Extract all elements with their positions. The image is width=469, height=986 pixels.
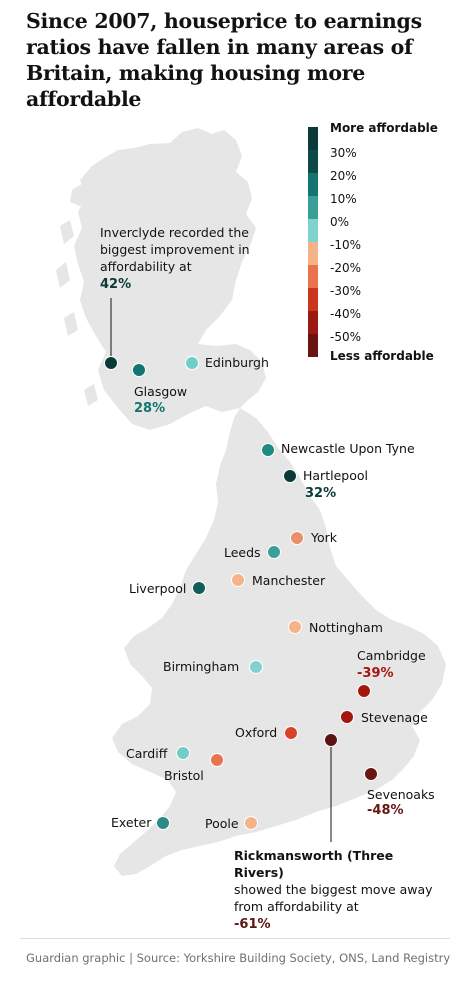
value-cambridge: -39% bbox=[357, 666, 394, 681]
marker-glasgow bbox=[132, 363, 146, 377]
label-bristol: Bristol bbox=[164, 768, 204, 783]
chart-title: Since 2007, houseprice to earnings ratio… bbox=[26, 9, 422, 111]
legend-swatch bbox=[308, 173, 318, 196]
source-footer: Guardian graphic | Source: Yorkshire Bui… bbox=[26, 951, 451, 965]
inverclyde-value: 42% bbox=[100, 277, 132, 292]
legend-step-label: 10% bbox=[330, 192, 357, 206]
rickmansworth-annotation-heading: Rickmansworth (Three Rivers) bbox=[234, 848, 394, 880]
landmass-scotland bbox=[74, 128, 266, 430]
landmass-islands bbox=[56, 184, 98, 406]
marker-newcastle-upon-tyne bbox=[261, 443, 275, 457]
legend-step-label: 30% bbox=[330, 146, 357, 160]
label-cardiff: Cardiff bbox=[126, 746, 168, 761]
label-nottingham: Nottingham bbox=[309, 620, 383, 635]
inverclyde-annotation: Inverclyde recorded the biggest improvem… bbox=[100, 224, 270, 293]
legend-bottom-label: Less affordable bbox=[330, 349, 434, 363]
marker-manchester bbox=[231, 573, 245, 587]
legend-swatch bbox=[308, 311, 318, 334]
marker-liverpool bbox=[192, 581, 206, 595]
label-sevenoaks: Sevenoaks bbox=[367, 787, 435, 802]
label-poole: Poole bbox=[205, 816, 239, 831]
footer-divider bbox=[20, 938, 450, 939]
legend-step-label: -40% bbox=[330, 307, 362, 321]
label-liverpool: Liverpool bbox=[129, 581, 187, 596]
label-glasgow: Glasgow bbox=[134, 384, 188, 399]
legend-top-label: More affordable bbox=[330, 121, 438, 135]
value-hartlepool: 32% bbox=[305, 486, 337, 501]
legend-swatch bbox=[308, 196, 318, 219]
marker-bristol bbox=[210, 753, 224, 767]
inverclyde-annotation-text: Inverclyde recorded the biggest improvem… bbox=[100, 225, 250, 274]
legend-step-label: -30% bbox=[330, 284, 362, 298]
legend-swatch bbox=[308, 127, 318, 150]
marker-cambridge bbox=[357, 684, 371, 698]
marker-york bbox=[290, 531, 304, 545]
label-stevenage: Stevenage bbox=[361, 710, 428, 725]
label-birmingham: Birmingham bbox=[163, 659, 240, 674]
landmass-england-wales bbox=[112, 408, 446, 876]
label-exeter: Exeter bbox=[111, 815, 152, 830]
marker-cardiff bbox=[176, 746, 190, 760]
label-york: York bbox=[311, 530, 338, 545]
label-newcastle-upon-tyne: Newcastle Upon Tyne bbox=[281, 441, 415, 456]
legend-swatch bbox=[308, 334, 318, 357]
label-manchester: Manchester bbox=[252, 573, 326, 588]
legend-step-label: -10% bbox=[330, 238, 362, 252]
rickmansworth-annotation: Rickmansworth (Three Rivers) showed the … bbox=[234, 847, 434, 933]
legend-step-label: -50% bbox=[330, 330, 362, 344]
legend-step-label: -20% bbox=[330, 261, 362, 275]
marker-edinburgh bbox=[185, 356, 199, 370]
rickmansworth-value: -61% bbox=[234, 917, 271, 932]
marker-birmingham bbox=[249, 660, 263, 674]
legend-swatch bbox=[308, 242, 318, 265]
marker-hartlepool bbox=[283, 469, 297, 483]
rickmansworth-annotation-text: showed the biggest move away from afford… bbox=[234, 882, 433, 914]
marker-leeds bbox=[267, 545, 281, 559]
marker-inverclyde bbox=[104, 356, 118, 370]
legend-color-bar bbox=[308, 127, 318, 357]
marker-sevenoaks bbox=[364, 767, 378, 781]
marker-exeter bbox=[156, 816, 170, 830]
label-leeds: Leeds bbox=[224, 545, 261, 560]
legend-step-label: 0% bbox=[330, 215, 350, 229]
label-hartlepool: Hartlepool bbox=[303, 468, 368, 483]
value-glasgow: 28% bbox=[134, 401, 166, 416]
marker-oxford bbox=[284, 726, 298, 740]
legend-step-label: 20% bbox=[330, 169, 357, 183]
label-edinburgh: Edinburgh bbox=[205, 355, 269, 370]
value-sevenoaks: -48% bbox=[367, 803, 404, 818]
legend-swatch bbox=[308, 288, 318, 311]
marker-poole bbox=[244, 816, 258, 830]
marker-stevenage bbox=[340, 710, 354, 724]
legend-swatch bbox=[308, 219, 318, 242]
legend-swatch bbox=[308, 150, 318, 173]
marker-rickmansworth bbox=[324, 733, 338, 747]
legend-swatch bbox=[308, 265, 318, 288]
marker-nottingham bbox=[288, 620, 302, 634]
label-cambridge: Cambridge bbox=[357, 648, 426, 663]
label-oxford: Oxford bbox=[235, 725, 278, 740]
